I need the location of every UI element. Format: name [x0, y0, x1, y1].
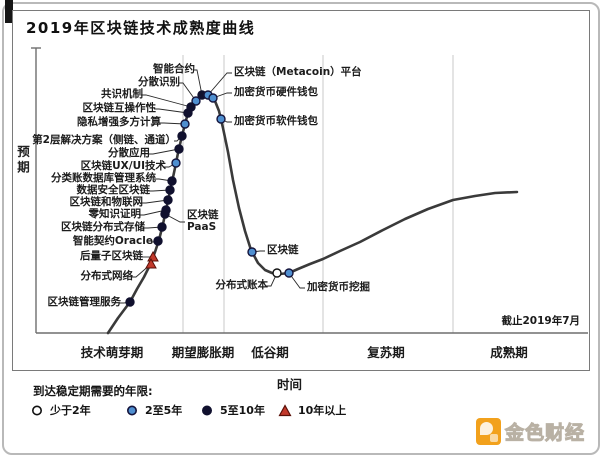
tech-item-label: 加密货币挖掘 — [307, 281, 370, 293]
phase-label: 期望膨胀期 — [171, 345, 235, 360]
tech-item-dot — [174, 144, 184, 154]
legend-item: 10年以上 — [278, 402, 368, 418]
tech-item-label: 分散识别 — [138, 76, 180, 88]
y-axis-label: 预期 — [15, 145, 30, 176]
corner-mark — [5, 0, 13, 23]
watermark: 金色财经 — [476, 418, 585, 445]
tech-item-label: 区块链互操作性 — [82, 102, 157, 114]
tech-item-dot — [180, 119, 190, 129]
tech-item-dot — [208, 93, 218, 103]
leader-line — [141, 94, 192, 108]
leader-line — [148, 148, 180, 155]
watermark-brand: 金色财经 — [504, 422, 586, 445]
tech-item-label: 区块链 — [267, 244, 299, 256]
legend: 少于2年 2至5年 5至10年 10年以上 — [30, 402, 368, 418]
tech-item-label: 区块链UX/UI技术 — [80, 160, 166, 172]
tech-item-dot — [183, 108, 193, 118]
tech-item-label: 共识机制 — [101, 88, 143, 100]
leader-line — [159, 122, 186, 125]
legend-label: 2至5年 — [145, 404, 183, 417]
chart-title: 2019年区块链技术成熟度曲线 — [26, 19, 256, 37]
leader-line — [164, 213, 185, 223]
legend-title: 到达稳定期需要的年限: — [33, 384, 153, 398]
leader-line — [288, 272, 305, 289]
tech-item-label: 零知识证明 — [88, 208, 142, 220]
tech-item-dot — [153, 236, 163, 246]
legend-label: 10年以上 — [298, 404, 347, 417]
legend-label: 少于2年 — [50, 404, 91, 417]
tech-item-dot — [216, 114, 226, 124]
tech-item-dot — [247, 247, 257, 257]
tech-item-label: 区块链PaaS — [187, 209, 219, 234]
tech-item-label: 区块链管理服务 — [47, 296, 122, 308]
legend-item: 少于2年 — [30, 402, 125, 418]
legend-circle-open-icon — [32, 405, 42, 415]
leader-line — [141, 199, 169, 204]
tech-item-label: 智能合约 — [153, 63, 195, 75]
tech-item-label: 隐私增强多方计算 — [77, 116, 161, 128]
x-axis-label: 时间 — [277, 377, 303, 392]
legend-item: 5至10年 — [200, 402, 278, 418]
tech-item-label: 后量子区块链 — [80, 250, 143, 262]
as-of-date: 截止2019年7月 — [501, 315, 580, 327]
leader-line — [266, 272, 278, 287]
tech-item-dot — [284, 268, 294, 278]
leader-line — [148, 189, 171, 192]
tech-item-label: 智能契约Oracle — [72, 235, 153, 247]
tech-item-label: 分类账数据库管理系统 — [51, 172, 156, 184]
tech-item-label: 分布式账本 — [215, 279, 269, 291]
tech-item-label: 第2层解决方案（侧链、通道） — [32, 134, 176, 146]
tech-item-label: 数据安全区块链 — [76, 184, 151, 196]
phase-label: 技术萌芽期 — [80, 345, 144, 360]
tech-item-label: 分散应用 — [108, 147, 150, 159]
tech-item-label: 区块链（Metacoin）平台 — [234, 66, 362, 78]
tech-item-dot — [125, 297, 135, 307]
legend-circle-icon — [202, 405, 212, 415]
legend-triangle-icon — [278, 403, 292, 416]
chart-frame — [12, 10, 590, 371]
leader-line — [139, 209, 167, 216]
tech-item-dot — [160, 209, 170, 219]
tech-item-dot — [147, 250, 159, 262]
tech-item-label: 加密货币硬件钱包 — [234, 86, 318, 98]
tech-item-label: 加密货币软件钱包 — [234, 115, 318, 127]
leader-line — [178, 82, 197, 102]
jinse-logo-icon — [476, 418, 501, 445]
tech-item-dot — [163, 195, 173, 205]
tech-item-label: 区块链和物联网 — [69, 196, 144, 208]
tech-item-dot — [145, 257, 157, 269]
phase-label: 成熟期 — [490, 345, 528, 360]
tech-item-dot — [157, 222, 167, 232]
tech-item-dot — [177, 131, 187, 141]
tech-item-label: 区块链分布式存储 — [61, 221, 145, 233]
phase-label: 低谷期 — [251, 345, 289, 360]
leader-line — [212, 92, 232, 99]
tech-item-dot — [171, 158, 181, 168]
tech-item-dot — [165, 185, 175, 195]
tech-item-label: 分布式网络 — [80, 270, 134, 282]
tech-item-dot — [191, 96, 201, 106]
phase-label: 复苏期 — [367, 345, 405, 360]
leader-line — [154, 108, 189, 114]
tech-item-dot — [272, 268, 282, 278]
legend-item: 2至5年 — [125, 402, 200, 418]
leader-line — [207, 72, 232, 96]
legend-label: 5至10年 — [220, 404, 265, 417]
leader-line — [193, 69, 203, 96]
legend-circle-icon — [127, 405, 137, 415]
tech-item-dot — [167, 176, 177, 186]
